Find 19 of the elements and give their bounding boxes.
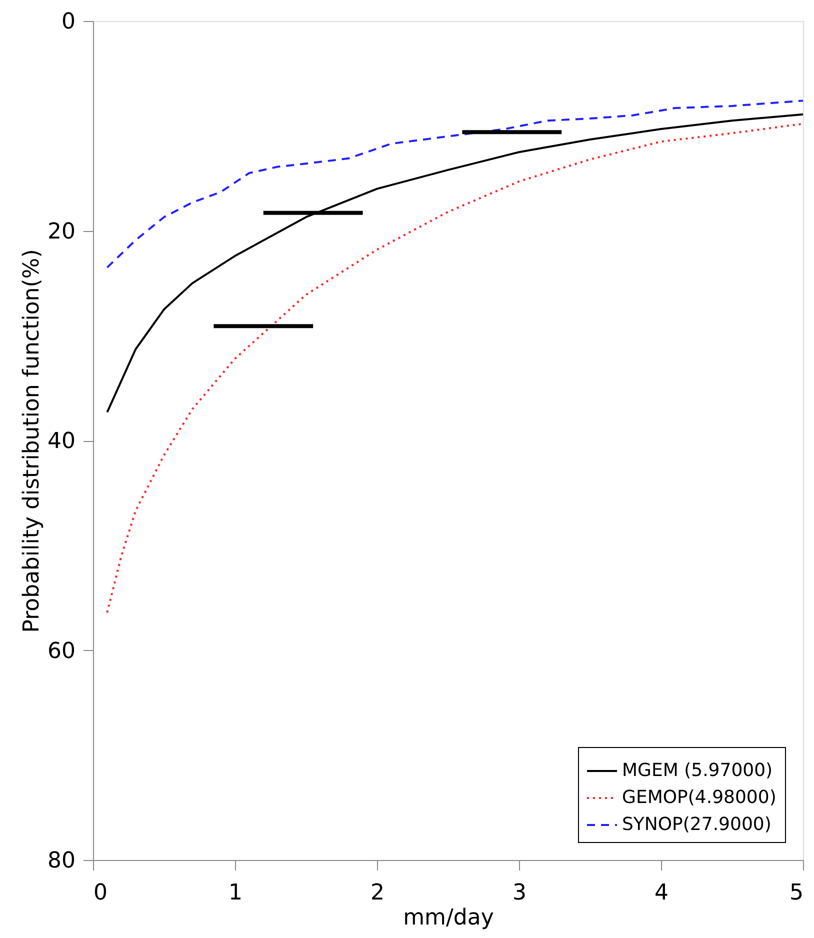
y-tick-label: 20 xyxy=(48,219,76,244)
legend-label: GEMOP(4.98000) xyxy=(622,787,776,808)
y-axis-title: Probability distribution function(%) xyxy=(20,249,45,633)
x-tick-label: 1 xyxy=(228,880,242,906)
line-series xyxy=(106,122,804,614)
x-axis-title: mm/day xyxy=(403,906,494,930)
line-series xyxy=(106,100,804,268)
x-tick-label: 5 xyxy=(790,880,804,906)
x-tick-label: 3 xyxy=(512,880,526,906)
legend-label: MGEM (5.97000) xyxy=(622,760,773,781)
y-tick-label: 40 xyxy=(48,429,76,454)
y-tick-label: 60 xyxy=(48,638,76,664)
x-tick-label: 4 xyxy=(654,880,668,906)
legend-label: SYNOP(27.9000) xyxy=(622,814,772,835)
y-tick-label: 0 xyxy=(62,10,76,34)
y-tick-label: 80 xyxy=(48,848,76,874)
x-tick-label: 2 xyxy=(370,880,384,906)
line-series xyxy=(106,113,804,414)
x-tick-label: 0 xyxy=(94,880,108,906)
